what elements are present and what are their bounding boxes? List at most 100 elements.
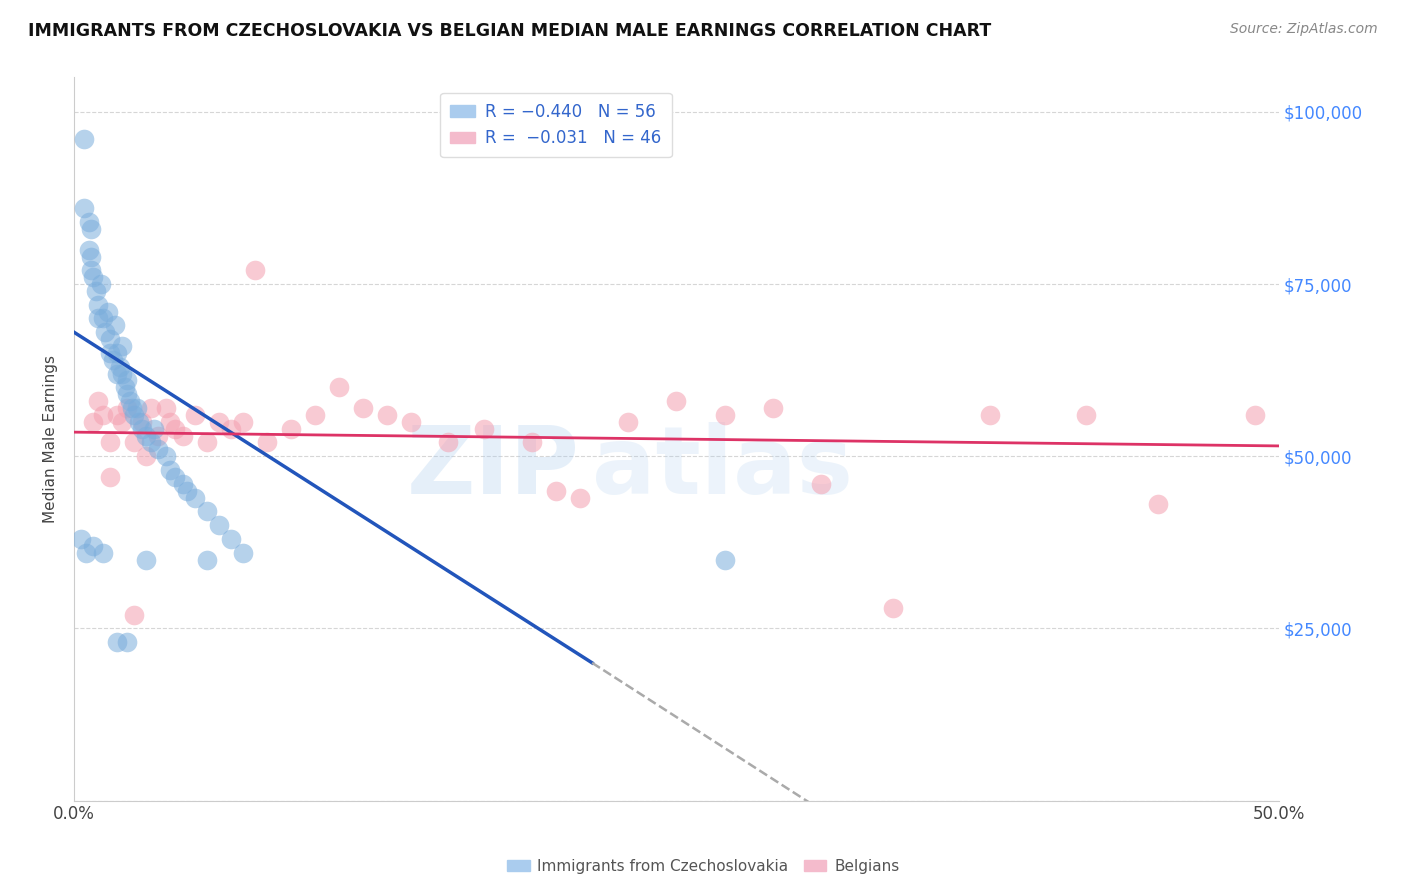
Point [176, 483, 198, 498]
Point [98, 332, 121, 346]
Point [111, 339, 134, 353]
Point [135, 449, 157, 463]
Point [195, 552, 218, 566]
Point [108, 359, 131, 374]
Point [124, 435, 146, 450]
Point [219, 532, 242, 546]
Point [80, 263, 103, 277]
Point [219, 422, 242, 436]
Point [183, 408, 205, 422]
Point [436, 435, 458, 450]
Point [142, 422, 165, 436]
Point [165, 422, 187, 436]
Point [87, 311, 110, 326]
Point [115, 401, 138, 415]
Point [115, 635, 138, 649]
Point [107, 408, 129, 422]
Point [195, 435, 218, 450]
Point [104, 318, 127, 333]
Point [172, 476, 194, 491]
Point [125, 401, 148, 415]
Point [111, 415, 134, 429]
Text: IMMIGRANTS FROM CZECHOSLOVAKIA VS BELGIAN MEDIAN MALE EARNINGS CORRELATION CHART: IMMIGRANTS FROM CZECHOSLOVAKIA VS BELGIA… [28, 22, 991, 40]
Point [111, 367, 134, 381]
Point [232, 415, 254, 429]
Point [165, 470, 187, 484]
Text: ZIP: ZIP [408, 422, 581, 514]
Point [155, 401, 177, 415]
Point [128, 415, 150, 429]
Point [256, 435, 278, 450]
Point [73, 202, 96, 216]
Point [91, 408, 114, 422]
Point [87, 394, 110, 409]
Point [280, 422, 302, 436]
Point [80, 222, 103, 236]
Point [97, 304, 120, 318]
Point [328, 380, 350, 394]
Point [107, 635, 129, 649]
Point [155, 449, 177, 463]
Point [665, 394, 688, 409]
Point [1243, 408, 1265, 422]
Legend: Immigrants from Czechoslovakia, Belgians: Immigrants from Czechoslovakia, Belgians [501, 853, 905, 880]
Point [243, 263, 266, 277]
Point [101, 352, 124, 367]
Point [979, 408, 1001, 422]
Point [472, 422, 495, 436]
Point [131, 415, 153, 429]
Point [115, 387, 138, 401]
Point [141, 435, 163, 450]
Point [91, 311, 114, 326]
Point [304, 408, 326, 422]
Point [172, 428, 194, 442]
Point [159, 463, 181, 477]
Point [208, 415, 231, 429]
Point [135, 552, 157, 566]
Point [107, 346, 129, 360]
Point [77, 243, 100, 257]
Point [114, 380, 136, 394]
Point [98, 435, 121, 450]
Point [352, 401, 374, 415]
Point [70, 532, 93, 546]
Point [1147, 498, 1170, 512]
Y-axis label: Median Male Earnings: Median Male Earnings [44, 355, 58, 523]
Text: atlas: atlas [592, 422, 853, 514]
Point [1074, 408, 1097, 422]
Point [148, 442, 170, 457]
Point [135, 428, 157, 442]
Point [94, 326, 117, 340]
Point [159, 415, 181, 429]
Point [544, 483, 567, 498]
Point [810, 476, 832, 491]
Point [131, 422, 153, 436]
Point [107, 367, 129, 381]
Point [375, 408, 398, 422]
Point [118, 394, 141, 409]
Point [87, 298, 110, 312]
Point [75, 546, 97, 560]
Point [77, 215, 100, 229]
Point [617, 415, 640, 429]
Point [82, 415, 104, 429]
Point [121, 401, 143, 415]
Point [195, 504, 218, 518]
Point [124, 607, 146, 622]
Point [82, 270, 104, 285]
Point [762, 401, 785, 415]
Point [82, 539, 104, 553]
Point [401, 415, 423, 429]
Point [124, 408, 146, 422]
Point [208, 518, 231, 533]
Point [98, 470, 121, 484]
Point [183, 491, 205, 505]
Point [520, 435, 543, 450]
Point [713, 552, 735, 566]
Point [90, 277, 112, 291]
Point [141, 401, 163, 415]
Point [84, 284, 107, 298]
Legend: R = −0.440   N = 56, R =  −0.031   N = 46: R = −0.440 N = 56, R = −0.031 N = 46 [440, 93, 672, 157]
Point [73, 132, 96, 146]
Point [98, 346, 121, 360]
